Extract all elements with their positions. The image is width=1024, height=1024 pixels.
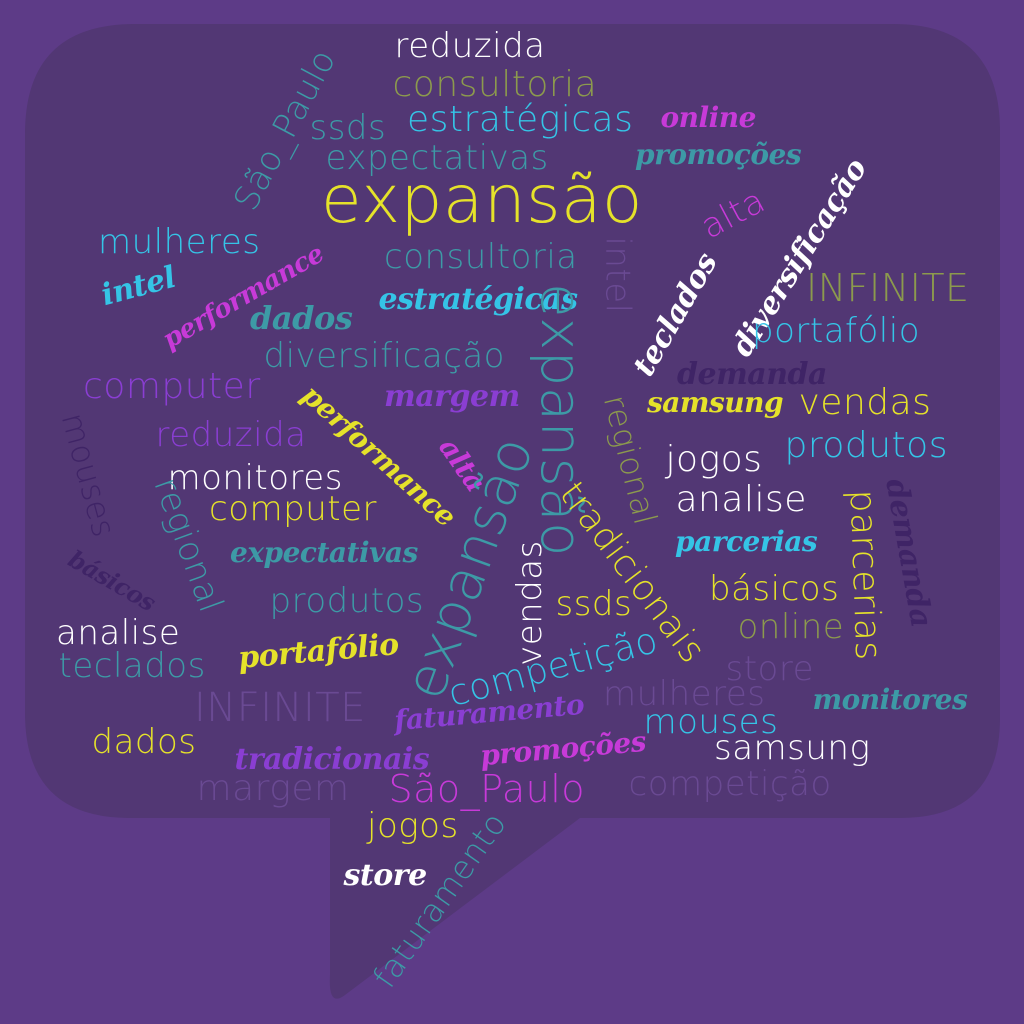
cloud-word: analise [675, 479, 807, 520]
cloud-word: teclados [58, 646, 206, 686]
cloud-word: estratégicas [407, 99, 634, 140]
cloud-word: monitores [167, 458, 343, 498]
cloud-word: diversificação [263, 336, 505, 376]
cloud-word: expectativas [325, 138, 549, 178]
cloud-word: consultoria [392, 64, 598, 105]
cloud-word: monitores [812, 683, 968, 716]
cloud-word: margem [196, 768, 350, 809]
cloud-word: competição [628, 764, 832, 804]
cloud-word: vendas [798, 382, 932, 423]
cloud-word: INFINITE [806, 266, 970, 310]
cloud-word: mulheres [98, 222, 261, 262]
cloud-word: parcerias [841, 488, 888, 662]
cloud-word: expectativas [230, 536, 418, 569]
cloud-word: computer [209, 489, 377, 529]
cloud-word: online [737, 607, 845, 647]
cloud-word: online [660, 101, 757, 134]
cloud-word: jogos [665, 439, 763, 480]
cloud-word: computer [83, 366, 261, 407]
cloud-word: reduzida [155, 415, 307, 455]
cloud-word: ssds [309, 108, 387, 148]
cloud-word: mouses [643, 702, 779, 742]
cloud-word: estratégicas [378, 282, 579, 317]
cloud-word: margem [384, 379, 520, 414]
cloud-word: consultoria [384, 237, 578, 277]
cloud-word: básicos [709, 569, 840, 609]
cloud-word: dados [91, 722, 197, 762]
cloud-word: analise [56, 613, 181, 653]
cloud-word: portafólio [752, 311, 920, 351]
cloud-word: produtos [784, 425, 948, 466]
cloud-word: tradicionais [234, 742, 430, 777]
cloud-word: São_Paulo [388, 767, 586, 811]
cloud-word: produtos [269, 581, 425, 621]
cloud-word: mulheres [603, 674, 766, 714]
cloud-word: vendas [509, 540, 550, 666]
speech-bubble-path [25, 24, 1000, 999]
cloud-word: jogos [367, 806, 459, 846]
cloud-word: demanda [677, 357, 827, 392]
cloud-word: dados [250, 299, 353, 337]
cloud-word: parcerias [675, 525, 818, 558]
cloud-word: expansão [321, 161, 643, 238]
cloud-word: samsung [647, 386, 784, 419]
cloud-word: store [725, 649, 814, 689]
cloud-word: reduzida [394, 26, 546, 66]
cloud-word: intel [597, 236, 638, 314]
cloud-word: INFINITE [194, 685, 366, 731]
cloud-word: samsung [714, 728, 871, 768]
cloud-word: promoções [635, 138, 802, 171]
cloud-word: store [343, 858, 428, 893]
cloud-word: ssds [555, 584, 633, 624]
